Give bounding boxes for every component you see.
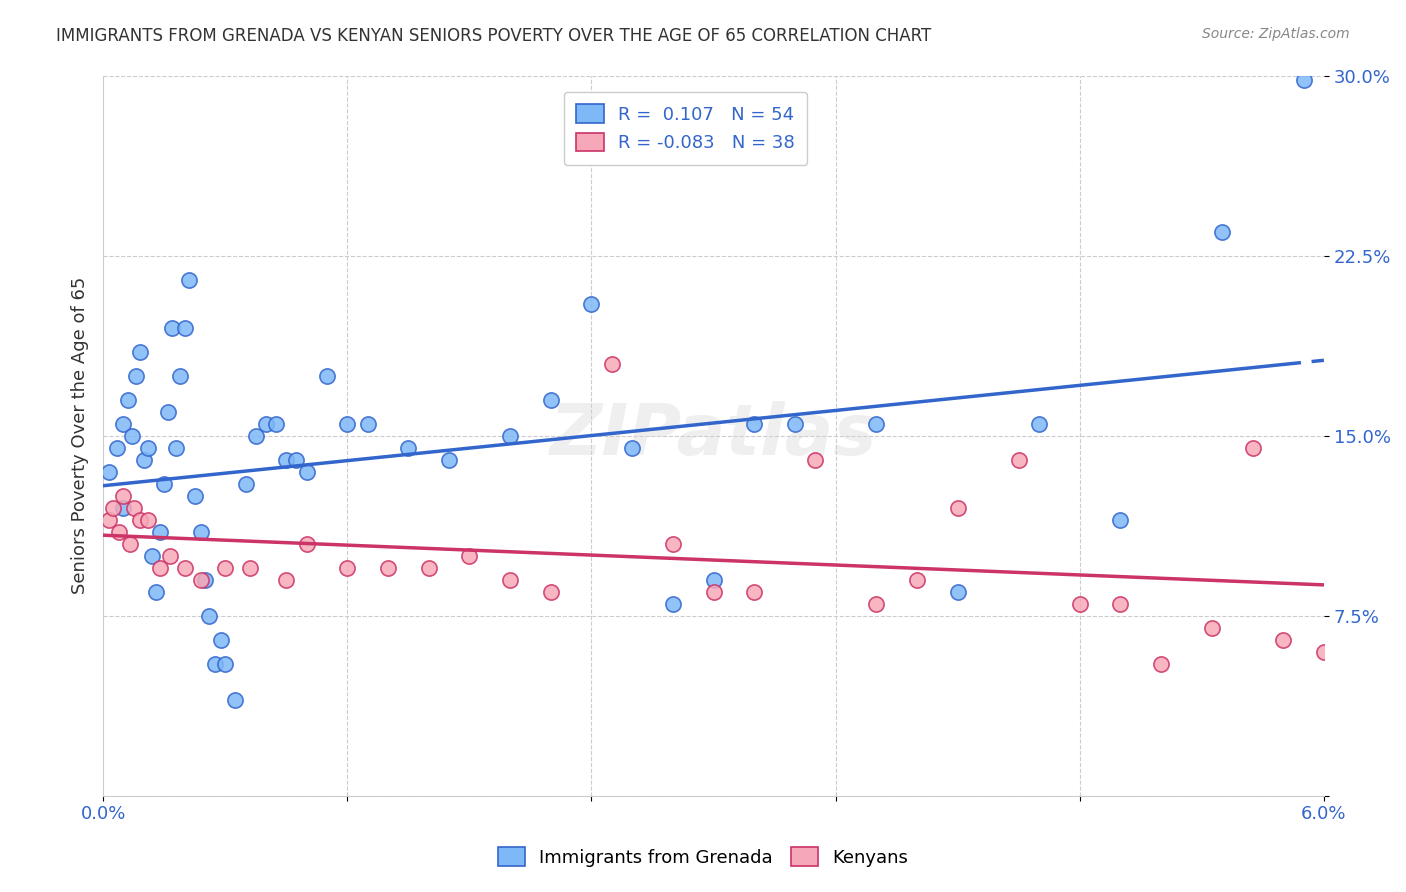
Point xyxy=(437,452,460,467)
Point xyxy=(112,417,135,431)
Point xyxy=(105,441,128,455)
Point xyxy=(136,513,159,527)
Point xyxy=(224,692,246,706)
Point xyxy=(377,560,399,574)
Point xyxy=(295,465,318,479)
Point xyxy=(946,500,969,515)
Point xyxy=(118,537,141,551)
Point xyxy=(1241,441,1264,455)
Point xyxy=(183,489,205,503)
Point xyxy=(165,441,187,455)
Y-axis label: Seniors Poverty Over the Age of 65: Seniors Poverty Over the Age of 65 xyxy=(72,277,89,594)
Point xyxy=(1272,632,1295,647)
Point xyxy=(254,417,277,431)
Point xyxy=(209,632,232,647)
Point xyxy=(946,584,969,599)
Point xyxy=(173,320,195,334)
Point xyxy=(581,296,603,310)
Point xyxy=(499,428,522,442)
Point xyxy=(117,392,139,407)
Point xyxy=(276,452,298,467)
Point xyxy=(128,513,150,527)
Point xyxy=(141,549,163,563)
Point xyxy=(702,573,724,587)
Point xyxy=(1313,645,1336,659)
Point xyxy=(1292,73,1315,87)
Point xyxy=(103,500,125,515)
Point xyxy=(662,537,685,551)
Legend: R =  0.107   N = 54, R = -0.083   N = 38: R = 0.107 N = 54, R = -0.083 N = 38 xyxy=(564,92,807,165)
Point xyxy=(112,489,135,503)
Point xyxy=(336,560,359,574)
Point xyxy=(285,452,308,467)
Point xyxy=(540,584,562,599)
Point xyxy=(1069,597,1091,611)
Point xyxy=(356,417,378,431)
Point xyxy=(418,560,440,574)
Point xyxy=(1109,597,1132,611)
Point xyxy=(190,573,212,587)
Legend: Immigrants from Grenada, Kenyans: Immigrants from Grenada, Kenyans xyxy=(491,840,915,874)
Point xyxy=(198,608,221,623)
Point xyxy=(742,584,765,599)
Point xyxy=(132,452,155,467)
Point xyxy=(235,476,257,491)
Point xyxy=(162,320,184,334)
Point xyxy=(125,368,148,383)
Point xyxy=(153,476,176,491)
Point xyxy=(98,513,121,527)
Point xyxy=(122,500,145,515)
Point xyxy=(316,368,339,383)
Text: IMMIGRANTS FROM GRENADA VS KENYAN SENIORS POVERTY OVER THE AGE OF 65 CORRELATION: IMMIGRANTS FROM GRENADA VS KENYAN SENIOR… xyxy=(56,27,932,45)
Point xyxy=(149,560,172,574)
Point xyxy=(128,344,150,359)
Point xyxy=(499,573,522,587)
Point xyxy=(804,452,827,467)
Point xyxy=(159,549,181,563)
Point xyxy=(1109,513,1132,527)
Point xyxy=(239,560,262,574)
Point xyxy=(214,560,236,574)
Point xyxy=(214,657,236,671)
Point xyxy=(177,272,200,286)
Point xyxy=(783,417,806,431)
Point xyxy=(194,573,217,587)
Point xyxy=(458,549,481,563)
Point xyxy=(136,441,159,455)
Point xyxy=(396,441,419,455)
Point xyxy=(276,573,298,587)
Point xyxy=(264,417,287,431)
Point xyxy=(540,392,562,407)
Point xyxy=(169,368,191,383)
Point xyxy=(295,537,318,551)
Text: Source: ZipAtlas.com: Source: ZipAtlas.com xyxy=(1202,27,1350,41)
Point xyxy=(245,428,267,442)
Point xyxy=(1211,225,1233,239)
Point xyxy=(865,597,887,611)
Point xyxy=(865,417,887,431)
Point xyxy=(1201,621,1223,635)
Point xyxy=(600,357,623,371)
Point xyxy=(662,597,685,611)
Point xyxy=(190,524,212,539)
Text: ZIPatlas: ZIPatlas xyxy=(550,401,877,470)
Point xyxy=(108,524,131,539)
Point xyxy=(1028,417,1050,431)
Point xyxy=(742,417,765,431)
Point xyxy=(121,428,143,442)
Point xyxy=(336,417,359,431)
Point xyxy=(149,524,172,539)
Point xyxy=(157,404,180,418)
Point xyxy=(112,500,135,515)
Point xyxy=(621,441,644,455)
Point xyxy=(702,584,724,599)
Point xyxy=(98,465,121,479)
Point xyxy=(204,657,226,671)
Point xyxy=(1150,657,1173,671)
Point xyxy=(1008,452,1031,467)
Point xyxy=(145,584,167,599)
Point xyxy=(173,560,195,574)
Point xyxy=(905,573,928,587)
